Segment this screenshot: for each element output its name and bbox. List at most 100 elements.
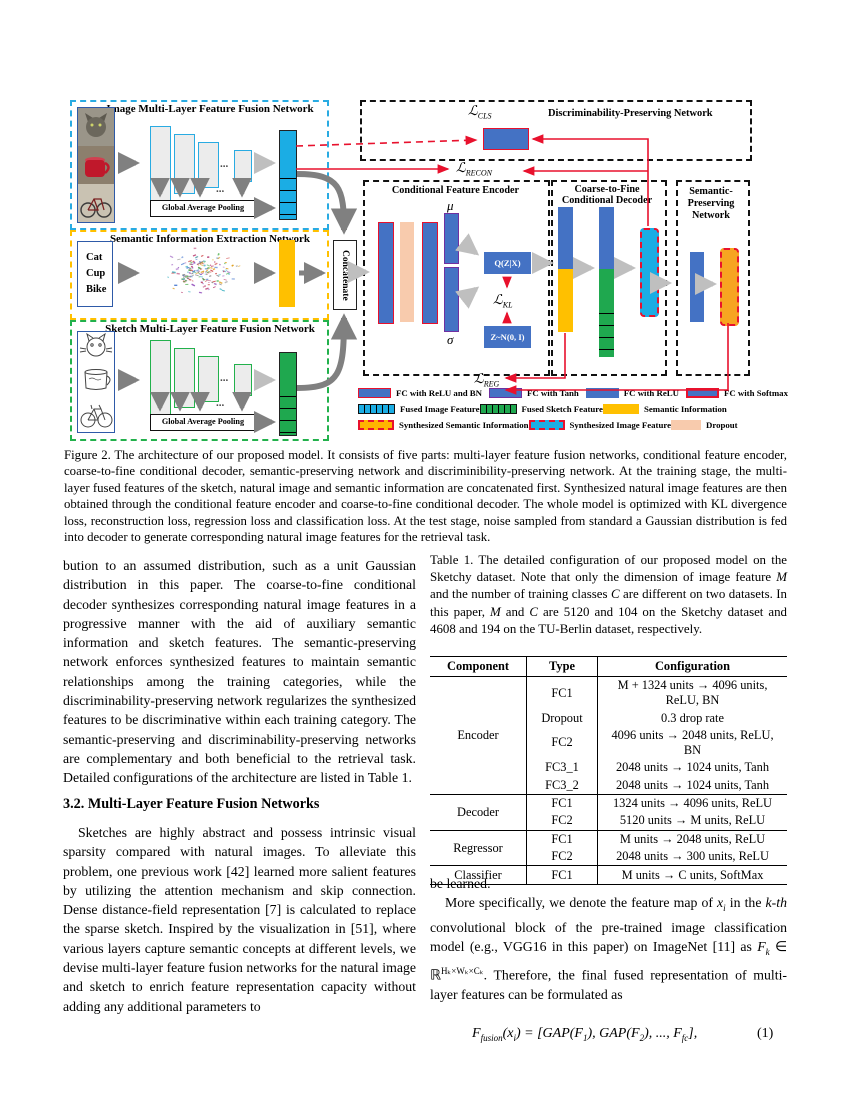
legend-label: FC with ReLU and BN [396, 388, 483, 398]
table-row: Decoder FC1 1324 units → 4096 units, ReLU [430, 793, 787, 831]
dropout-swatch [671, 420, 701, 430]
component-cell: Encoder [430, 676, 527, 795]
cnn-block [198, 142, 219, 188]
cnn-block [150, 126, 171, 202]
sketch-strip [77, 331, 115, 433]
legend-label: Fused Image Feature [400, 404, 480, 414]
legend-item: Synthesized Image Feature [528, 420, 671, 430]
legend-item: FC with ReLU [585, 388, 679, 398]
config-cell: 4096 units → 2048 units, ReLU, BN [611, 727, 774, 757]
concatenate-box: Concatenate [333, 240, 357, 310]
legend-label: Fused Sketch Feature [521, 404, 603, 414]
figure-2: Image Multi-Layer Feature Fusion Network… [0, 0, 850, 445]
fc-tanh-swatch [488, 388, 522, 398]
legend-label: FC with Tanh [526, 388, 579, 398]
table-header-type: Type [526, 656, 598, 677]
synth-semantic-swatch [358, 420, 394, 430]
cnn-dots: ... [220, 158, 229, 170]
encoder-fc1-bar [378, 222, 394, 324]
left-paragraph-2: Sketches are highly abstract and possess… [63, 825, 416, 1014]
legend-label: Synthesized Image Feature [569, 420, 671, 430]
fused-image-swatch [358, 404, 395, 414]
config-table: Component Type Configuration Encoder FC1 M… [430, 656, 787, 885]
semantic-preserving-title-3: Network [692, 210, 730, 221]
synthesized-semantic-bar [720, 248, 739, 326]
decoder-title-1: Coarse-to-Fine [574, 184, 640, 195]
legend-item: Synthesized Semantic Information [358, 420, 529, 430]
cat-sketch [86, 337, 106, 357]
config-cell: M units → 2048 units, ReLU [597, 829, 787, 848]
table-row: FC2 4096 units → 2048 units, ReLU, BN [430, 726, 787, 760]
image-fusion-title: Image Multi-Layer Feature Fusion Network [106, 103, 314, 115]
fused-sketch-swatch [479, 404, 517, 414]
legend-item: FC with Softmax [685, 388, 788, 398]
encoder-title: Conditional Feature Encoder [391, 185, 520, 196]
synthesized-image-feature-bar [640, 228, 659, 317]
fused-image-feature-bar [279, 130, 297, 220]
cnn-block [234, 364, 252, 396]
sketch-drawings [79, 332, 113, 428]
decoder-bar2-sketch [599, 269, 614, 357]
legend-row-1: FC with ReLU and BN FC with Tanh FC with R… [358, 388, 788, 398]
legend-item: Dropout [671, 420, 738, 430]
regressor-bar [690, 252, 704, 322]
config-cell: 5120 units → M units, ReLU [619, 813, 766, 828]
type-cell: FC3_1 [526, 759, 598, 777]
pool-dots: ... [216, 183, 225, 195]
legend-row-3: Synthesized Semantic Information Synthesi… [358, 420, 738, 430]
word-cloud-scatter [167, 247, 241, 294]
legend-row-2: Fused Image Feature Fused Sketch Feature S… [358, 404, 727, 414]
table-row: FC2 2048 units → 300 units, ReLU [430, 848, 787, 866]
type-cell: FC1 [526, 676, 598, 710]
type-cell: FC1 [526, 829, 598, 848]
decoder-bar1-semantic [558, 269, 573, 332]
semantic-information-bar [279, 240, 295, 307]
type-cell: FC2 [526, 726, 598, 760]
mu-bar [444, 213, 459, 264]
cnn-block [174, 348, 195, 408]
discriminability-title: Discriminability-Preserving Network [548, 108, 713, 119]
decoder-title-2: Conditional Decoder [561, 195, 653, 206]
table-row: Regressor FC1 M units → 2048 units, ReLU [430, 829, 787, 866]
config-cell: 2048 units → 1024 units, Tanh [615, 777, 770, 792]
equation-number: (1) [757, 1026, 774, 1041]
loss-reg: ℒREG [474, 371, 500, 389]
sigma-bar [444, 267, 459, 332]
legend-item: FC with Tanh [488, 388, 579, 398]
legend-item: FC with ReLU and BN [358, 388, 482, 398]
mu-label: μ [447, 198, 454, 213]
legend-label: Semantic Information [643, 404, 727, 414]
cat-photo [78, 108, 114, 222]
semantic-info-swatch [602, 404, 639, 414]
type-cell: FC2 [526, 848, 598, 866]
gap-box-sketch: Global Average Pooling [150, 414, 256, 431]
cnn-block [150, 340, 171, 416]
qzx-box: Q(Z|X) [484, 252, 531, 274]
pool-dots: ... [216, 397, 225, 409]
loss-kl: ℒKL [493, 292, 513, 310]
config-cell: M + 1324 units → 4096 units, ReLU, BN [617, 678, 768, 708]
be-learned-text: be learned. [430, 876, 491, 891]
component-cell: Decoder [430, 793, 527, 831]
legend-label: Dropout [706, 420, 738, 430]
table-row: FC3_1 2048 units → 1024 units, Tanh [430, 759, 787, 777]
dropout-bar [400, 222, 414, 322]
table-header-config: Configuration [597, 656, 787, 677]
section-heading-3-2: 3.2. Multi-Layer Feature Fusion Networks [63, 796, 320, 812]
component-cell: Classifier [430, 865, 527, 885]
component-cell: Regressor [430, 829, 527, 866]
synth-image-swatch [528, 420, 565, 430]
legend-item: Fused Sketch Feature [479, 404, 603, 414]
cnn-dots: ... [220, 372, 229, 384]
right-paragraph: More specifically, we denote the feature… [430, 895, 788, 1003]
loss-recon: ℒRECON [456, 160, 492, 178]
type-cell: Dropout [526, 709, 598, 727]
legend-item: Fused Image Feature [358, 404, 480, 414]
config-cell: 1324 units → 4096 units, ReLU [597, 793, 787, 813]
semantic-preserving-title-1: Semantic- [689, 186, 733, 197]
type-cell: FC3_2 [526, 776, 598, 795]
fc-softmax-swatch [685, 388, 719, 398]
semantic-preserving-title-2: Preserving [687, 198, 735, 209]
config-cell: 2048 units → 1024 units, Tanh [615, 760, 770, 775]
